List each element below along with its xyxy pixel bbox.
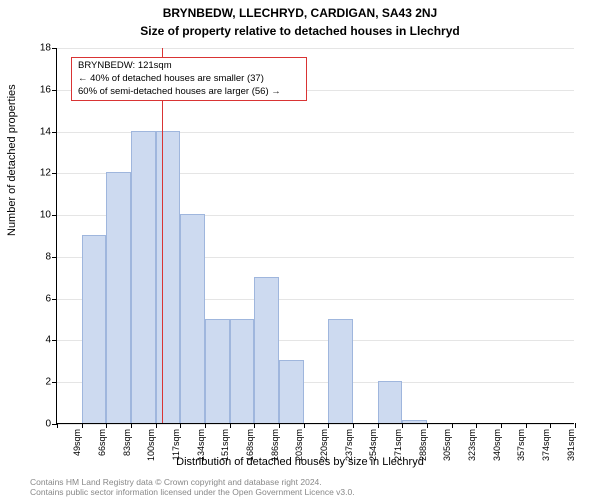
footer-line-1: Contains HM Land Registry data © Crown c… bbox=[30, 477, 594, 488]
bar bbox=[156, 131, 181, 423]
x-tick-mark bbox=[501, 423, 502, 428]
grid-line bbox=[57, 48, 574, 49]
x-tick-mark bbox=[378, 423, 379, 428]
bar bbox=[402, 420, 427, 423]
x-tick-mark bbox=[526, 423, 527, 428]
chart-plot-area: 02468101214161849sqm66sqm83sqm100sqm117s… bbox=[56, 48, 574, 424]
x-tick-mark bbox=[427, 423, 428, 428]
y-tick-label: 4 bbox=[45, 335, 57, 346]
x-tick-mark bbox=[328, 423, 329, 428]
x-tick-mark bbox=[82, 423, 83, 428]
y-tick-label: 16 bbox=[40, 84, 57, 95]
x-tick-mark bbox=[575, 423, 576, 428]
x-tick-mark bbox=[230, 423, 231, 428]
marker-line bbox=[162, 48, 163, 423]
y-tick-label: 6 bbox=[45, 293, 57, 304]
x-tick-label: 66sqm bbox=[97, 429, 107, 456]
bar bbox=[230, 319, 255, 423]
y-tick-label: 14 bbox=[40, 126, 57, 137]
bar bbox=[328, 319, 353, 423]
chart-title-sub: Size of property relative to detached ho… bbox=[0, 24, 600, 38]
y-tick-label: 2 bbox=[45, 377, 57, 388]
x-tick-mark bbox=[452, 423, 453, 428]
x-tick-mark bbox=[180, 423, 181, 428]
bar bbox=[378, 381, 403, 423]
x-tick-mark bbox=[254, 423, 255, 428]
annotation-box: BRYNBEDW: 121sqm← 40% of detached houses… bbox=[71, 57, 307, 101]
x-tick-mark bbox=[205, 423, 206, 428]
bar bbox=[131, 131, 156, 423]
x-tick-mark bbox=[57, 423, 58, 428]
x-tick-mark bbox=[131, 423, 132, 428]
x-tick-mark bbox=[402, 423, 403, 428]
footer-line-2: Contains public sector information licen… bbox=[30, 487, 594, 498]
bar bbox=[254, 277, 279, 423]
chart-title-main: BRYNBEDW, LLECHRYD, CARDIGAN, SA43 2NJ bbox=[0, 6, 600, 20]
chart-container: BRYNBEDW, LLECHRYD, CARDIGAN, SA43 2NJ S… bbox=[0, 0, 600, 500]
bar bbox=[205, 319, 230, 423]
bar bbox=[279, 360, 304, 423]
x-tick-mark bbox=[550, 423, 551, 428]
x-tick-mark bbox=[353, 423, 354, 428]
annotation-line: 60% of semi-detached houses are larger (… bbox=[78, 86, 300, 99]
x-tick-mark bbox=[156, 423, 157, 428]
grid-line bbox=[57, 424, 574, 425]
x-tick-mark bbox=[279, 423, 280, 428]
annotation-line: ← 40% of detached houses are smaller (37… bbox=[78, 73, 300, 86]
x-tick-mark bbox=[304, 423, 305, 428]
y-tick-label: 18 bbox=[40, 43, 57, 54]
x-tick-label: 83sqm bbox=[122, 429, 132, 456]
x-tick-mark bbox=[476, 423, 477, 428]
annotation-line: BRYNBEDW: 121sqm bbox=[78, 60, 300, 73]
x-tick-label: 49sqm bbox=[72, 429, 82, 456]
y-tick-label: 0 bbox=[45, 419, 57, 430]
bar bbox=[82, 235, 107, 423]
bar bbox=[106, 172, 131, 423]
chart-footer: Contains HM Land Registry data © Crown c… bbox=[30, 477, 594, 498]
bar bbox=[180, 214, 205, 423]
y-tick-label: 12 bbox=[40, 168, 57, 179]
x-tick-mark bbox=[106, 423, 107, 428]
y-axis-label: Number of detached properties bbox=[6, 84, 18, 236]
y-tick-label: 8 bbox=[45, 251, 57, 262]
y-tick-label: 10 bbox=[40, 210, 57, 221]
x-axis-label: Distribution of detached houses by size … bbox=[0, 456, 600, 468]
